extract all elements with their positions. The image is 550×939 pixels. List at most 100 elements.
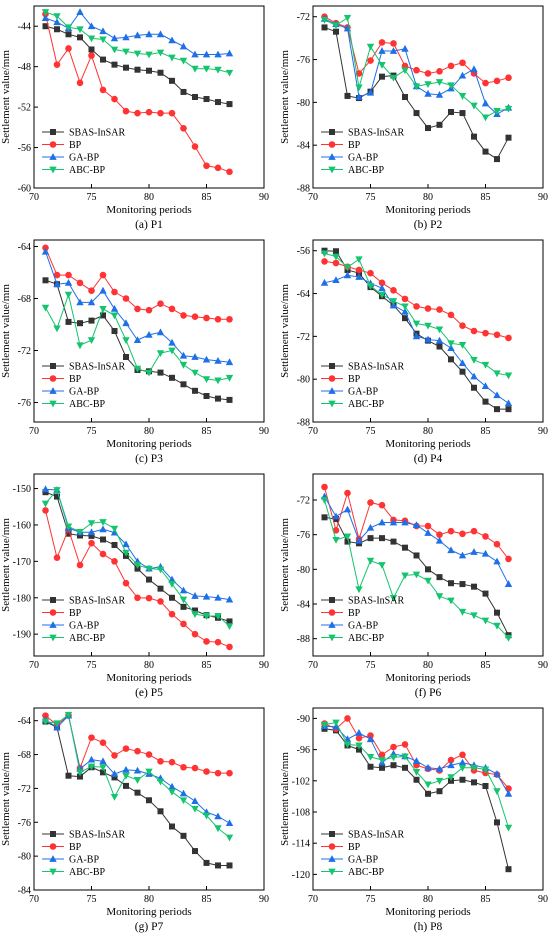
data-point (53, 271, 61, 279)
data-point (111, 558, 118, 565)
data-point (76, 342, 84, 350)
data-point (100, 769, 106, 776)
data-point (122, 337, 130, 344)
data-point (321, 483, 328, 491)
data-point (366, 557, 375, 565)
data-point (505, 134, 512, 141)
x-tick-label: 85 (202, 426, 212, 437)
x-tick-label: 80 (423, 894, 433, 905)
data-point (88, 46, 95, 53)
y-tick-label: -88 (297, 634, 310, 645)
legend-marker (328, 141, 336, 148)
data-point (355, 729, 363, 736)
data-point (169, 594, 175, 601)
legend-label: ABC-BP (348, 399, 385, 410)
data-point (42, 489, 49, 496)
data-point (459, 368, 466, 375)
data-point (145, 51, 153, 59)
chart-panel-1: 70 75 80 85 90 -60 -56 -52 -48 -44 Monitoring peri… (0, 5, 269, 231)
data-point (169, 77, 175, 84)
data-point (156, 328, 165, 336)
x-tick-label: 90 (538, 660, 548, 671)
x-tick-label: 70 (29, 426, 39, 437)
data-point (378, 751, 386, 759)
legend-marker (328, 387, 336, 394)
data-point (225, 69, 234, 77)
data-point (214, 825, 222, 833)
data-point (401, 741, 409, 748)
data-point (412, 757, 421, 764)
series-ga-bp (320, 492, 513, 587)
data-point (133, 562, 142, 569)
data-point (493, 557, 501, 565)
legend-label: BP (348, 608, 361, 619)
data-point (390, 743, 397, 751)
data-point (447, 62, 455, 70)
data-point (378, 291, 386, 299)
data-point (436, 531, 443, 538)
data-point (191, 764, 199, 772)
x-tick-label: 85 (202, 192, 212, 203)
data-point (203, 393, 210, 399)
data-point (366, 735, 375, 743)
data-point (225, 834, 234, 842)
data-point (505, 334, 512, 342)
data-point (110, 793, 119, 801)
legend-marker (329, 597, 335, 603)
series-abc-bp (41, 9, 234, 77)
data-point (41, 247, 50, 255)
data-point (54, 26, 60, 33)
data-point (168, 338, 176, 346)
data-point (378, 47, 386, 54)
data-point (226, 862, 233, 869)
data-point (214, 357, 222, 364)
chart-panel-3: 70 75 80 85 90 -76 -72 -68 -64 Monitoring periods… (0, 239, 269, 465)
chart-panel-8: 70 75 80 85 90 -120 -114 -108 -102 -96 -90 Monitori… (279, 707, 548, 933)
legend-label: GA-BP (348, 387, 378, 398)
data-point (356, 746, 362, 753)
data-point (389, 754, 398, 762)
data-point (225, 623, 234, 631)
legend-label: ABC-BP (348, 633, 385, 644)
x-tick-label: 70 (29, 192, 39, 203)
x-tick-label: 70 (308, 426, 318, 437)
data-point (401, 295, 409, 303)
data-point (436, 68, 443, 75)
data-point (447, 761, 455, 769)
data-point (76, 769, 84, 777)
data-point (459, 776, 466, 783)
data-point (122, 107, 130, 115)
x-axis-label: Monitoring periods (106, 672, 191, 684)
data-point (424, 781, 432, 789)
data-point (179, 789, 188, 797)
data-point (343, 741, 352, 749)
legend-label: GA-BP (69, 855, 99, 866)
data-point (413, 110, 420, 117)
data-point (504, 399, 513, 407)
data-point (99, 306, 107, 313)
data-point (145, 30, 153, 38)
data-point (214, 377, 222, 385)
data-point (110, 34, 119, 42)
x-axis-label: Monitoring periods (385, 672, 470, 684)
data-point (64, 523, 73, 531)
data-point (202, 613, 211, 620)
data-point (321, 24, 328, 31)
y-tick-label: -64 (18, 716, 31, 727)
data-point (100, 312, 106, 319)
panel-caption: (a) P1 (135, 219, 163, 231)
data-point (344, 538, 351, 545)
data-point (505, 74, 512, 82)
data-point (424, 322, 432, 330)
data-point (134, 66, 141, 73)
data-point (214, 316, 222, 323)
data-point (447, 344, 455, 352)
data-point (332, 536, 340, 544)
legend-marker (50, 363, 56, 369)
legend-label: GA-BP (69, 387, 99, 398)
data-point (191, 630, 199, 638)
series-sbas-insar (321, 725, 512, 873)
legend-label: BP (348, 140, 361, 151)
